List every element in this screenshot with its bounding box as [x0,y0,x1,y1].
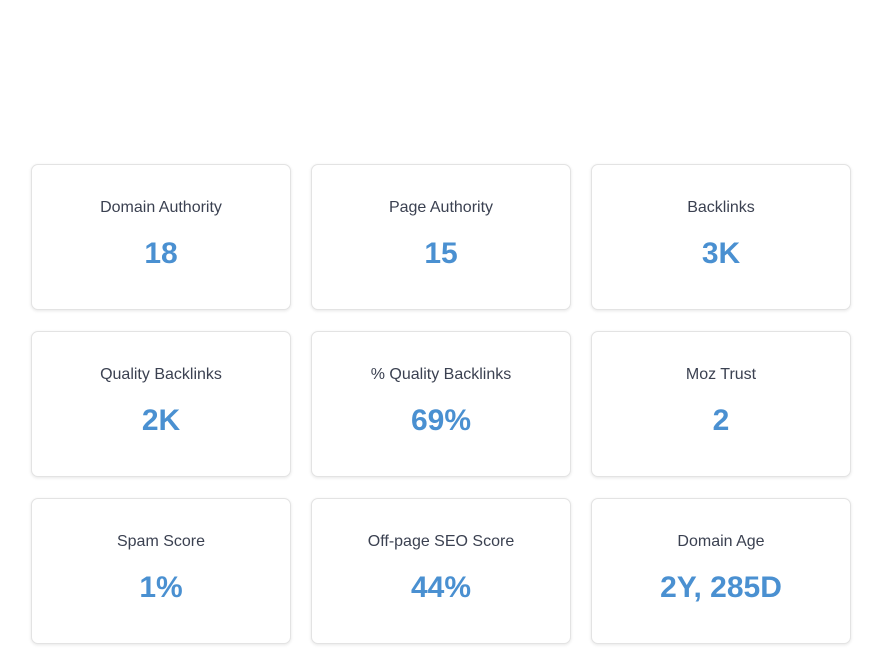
metric-label: Domain Authority [100,199,222,216]
metric-value: 15 [424,237,458,270]
metric-card-moz-trust: Moz Trust 2 [591,331,851,477]
metric-label: % Quality Backlinks [370,366,512,383]
metric-card-quality-backlinks: Quality Backlinks 2K [31,331,291,477]
metric-label: Backlinks [687,199,755,216]
metric-card-percent-quality-backlinks: % Quality Backlinks 69% [311,331,571,477]
metric-label: Spam Score [116,533,206,550]
metric-label: Page Authority [388,199,494,216]
metric-value: 69% [410,404,472,437]
metric-value: 2 [712,404,730,437]
metric-card-page-authority: Page Authority 15 [311,164,571,310]
metric-value: 3K [701,237,741,270]
metric-card-spam-score: Spam Score 1% [31,498,291,644]
metric-value: 2K [141,404,181,437]
metric-value: 1% [139,571,183,604]
metric-value: 2Y, 285D [660,571,782,604]
metric-value: 18 [144,237,178,270]
metric-label: Off-page SEO Score [367,533,515,550]
metric-label: Quality Backlinks [100,366,222,383]
metrics-grid: Domain Authority 18 Page Authority 15 Ba… [31,164,851,644]
metric-value: 44% [410,571,472,604]
metric-card-domain-age: Domain Age 2Y, 285D [591,498,851,644]
metric-card-backlinks: Backlinks 3K [591,164,851,310]
metric-card-domain-authority: Domain Authority 18 [31,164,291,310]
metric-card-off-page-seo-score: Off-page SEO Score 44% [311,498,571,644]
metric-label: Domain Age [677,533,765,550]
metric-label: Moz Trust [685,366,757,383]
